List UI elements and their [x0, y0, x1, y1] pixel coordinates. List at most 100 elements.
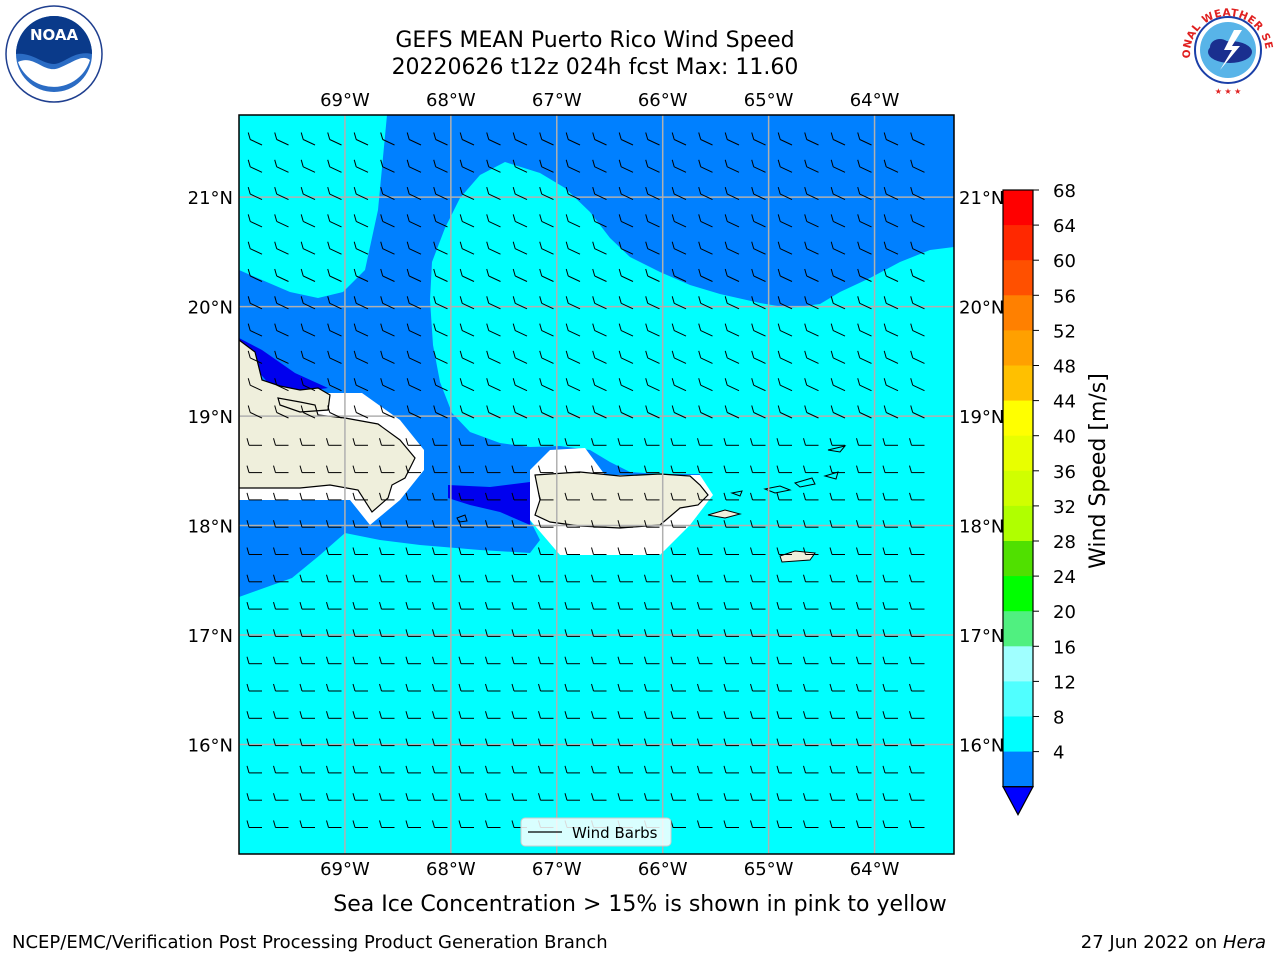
wind-barb — [909, 465, 925, 474]
wind-barb — [405, 765, 421, 774]
wind-barb — [724, 323, 740, 337]
wind-barb — [433, 378, 448, 392]
wind-barb — [538, 547, 554, 555]
lat-tick-label: 20°N — [959, 298, 1004, 319]
wind-barb — [697, 438, 713, 446]
wind-barb — [856, 547, 872, 555]
wind-barb — [803, 465, 819, 474]
wind-barb — [379, 574, 395, 583]
wind-barb — [458, 438, 474, 446]
wind-barb — [723, 683, 739, 692]
colorbar-tick-label: 12 — [1053, 672, 1076, 693]
wind-barb — [246, 765, 262, 774]
wind-barb — [432, 520, 448, 528]
wind-barb — [564, 438, 580, 446]
wind-barb — [380, 214, 395, 228]
wind-barb — [380, 296, 395, 310]
wind-barb — [405, 574, 421, 583]
wind-barb — [539, 159, 554, 173]
wind-barb — [592, 296, 607, 310]
wind-barb — [671, 268, 687, 282]
wind-barb — [352, 492, 368, 501]
wind-barb — [829, 738, 845, 747]
wind-barb — [379, 656, 395, 665]
wind-barb — [485, 547, 501, 555]
wind-barb — [882, 793, 898, 801]
wind-barb — [379, 492, 395, 501]
wind-barb — [380, 268, 395, 282]
wind-barb — [750, 601, 766, 610]
legend-label: Wind Barbs — [572, 824, 658, 842]
wind-barb — [883, 159, 899, 173]
wind-barb — [379, 520, 395, 528]
wind-barb — [300, 159, 316, 173]
wind-barb — [671, 378, 687, 392]
wind-barb — [327, 159, 342, 173]
wind-barb — [617, 765, 633, 774]
wind-barb — [512, 214, 528, 228]
wind-barb — [750, 683, 766, 692]
wind-barb — [883, 323, 899, 337]
wind-barb — [856, 574, 872, 583]
wind-barb — [909, 765, 925, 774]
wind-barb — [724, 132, 740, 146]
wind-barb — [724, 241, 740, 255]
wind-barb — [909, 629, 925, 637]
wind-barb — [352, 465, 368, 474]
wind-barb — [380, 159, 395, 173]
wind-barb — [617, 574, 633, 583]
wind-barb — [856, 738, 872, 747]
wind-barb — [644, 711, 660, 719]
wind-barb — [352, 793, 368, 801]
wind-barb — [380, 132, 395, 146]
wind-barb — [406, 159, 422, 173]
wind-barb — [565, 323, 581, 337]
wind-barb — [300, 378, 316, 392]
wind-barb — [618, 350, 634, 364]
island-virgin-2 — [763, 485, 792, 494]
wind-barb — [274, 405, 289, 419]
colorbar-tick-label: 52 — [1053, 321, 1076, 342]
wind-barb — [883, 132, 899, 146]
wind-barb — [803, 656, 819, 665]
wind-barb — [274, 296, 289, 310]
wind-barb — [300, 132, 316, 146]
wind-barb — [273, 793, 289, 801]
wind-barb — [299, 765, 315, 774]
wind-barb — [698, 159, 713, 173]
wind-barb — [723, 820, 739, 828]
wind-barb — [751, 378, 766, 392]
wind-barb — [697, 765, 713, 774]
wind-barb — [432, 465, 448, 474]
wind-barb — [882, 574, 898, 583]
wind-barb — [539, 296, 554, 310]
colorbar-tick-label: 68 — [1053, 181, 1076, 202]
wind-barb — [565, 296, 581, 310]
wind-barb — [433, 296, 448, 310]
wind-barb — [273, 601, 289, 610]
wind-barb — [352, 629, 368, 637]
wind-barb — [511, 438, 527, 446]
wind-barb — [299, 574, 315, 583]
wind-barb — [591, 738, 607, 747]
wind-barb — [830, 132, 846, 146]
wind-barb — [645, 159, 660, 173]
wind-barb — [299, 547, 315, 555]
wind-barb — [485, 711, 501, 719]
wind-barb — [671, 159, 687, 173]
lat-ticks-left: 21°N 20°N 19°N 18°N 17°N 16°N — [188, 188, 233, 756]
wind-barb — [670, 793, 686, 801]
wind-barb — [803, 492, 819, 501]
wind-barb — [644, 793, 660, 801]
wind-zone-below-4-mona — [448, 482, 530, 525]
lat-tick-label: 17°N — [188, 626, 233, 647]
wind-barbs — [246, 132, 925, 828]
wind-barb — [486, 378, 501, 392]
wind-barb — [617, 492, 633, 501]
wind-barb — [246, 711, 262, 719]
wind-barb — [564, 520, 580, 528]
wind-barb — [486, 241, 501, 255]
wind-barb — [539, 186, 554, 201]
wind-barb — [591, 601, 607, 610]
